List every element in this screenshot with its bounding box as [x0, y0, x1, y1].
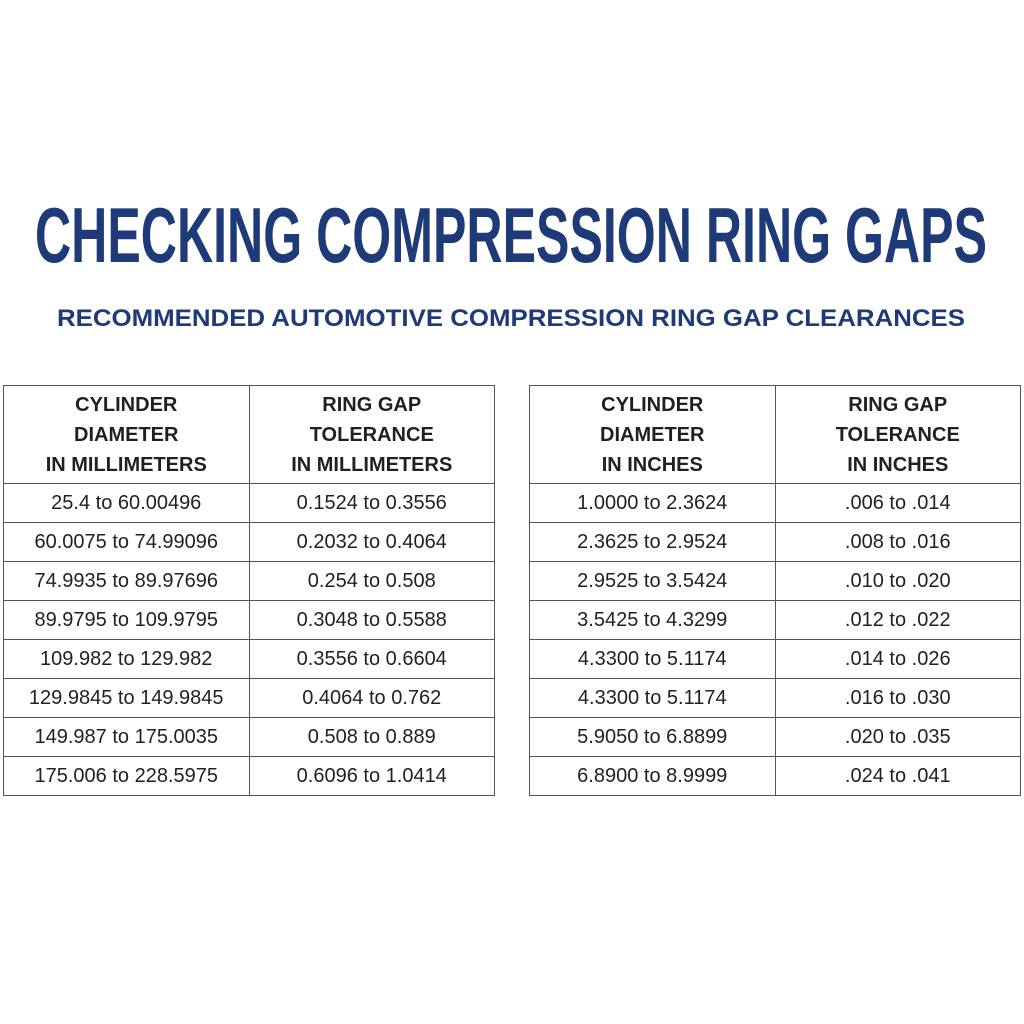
column-header-line: DIAMETER [74, 423, 179, 446]
ring-gap-cell: .010 to .020 [774, 561, 1021, 601]
ring-gap-cell: 0.4064 to 0.762 [248, 678, 495, 718]
ring-gap-cell: 0.508 to 0.889 [248, 717, 495, 757]
cylinder-diameter-cell: 25.4 to 60.00496 [3, 483, 250, 523]
table-row: 74.9935 to 89.97696 0.254 to 0.508 [3, 561, 495, 601]
cylinder-diameter-cell: 60.0075 to 74.99096 [3, 522, 250, 562]
page-subtitle: RECOMMENDED AUTOMOTIVE COMPRESSION RING … [57, 305, 965, 332]
cylinder-diameter-cell: 175.006 to 228.5975 [3, 756, 250, 796]
metric-table: CYLINDER DIAMETER IN MILLIMETERS RING GAP TO… [3, 385, 495, 796]
table-row: 149.987 to 175.0035 0.508 to 0.889 [3, 717, 495, 757]
cylinder-diameter-cell: 2.9525 to 3.5424 [529, 561, 776, 601]
cylinder-diameter-cell: 129.9845 to 149.9845 [3, 678, 250, 718]
column-header-line: CYLINDER [601, 393, 704, 416]
page-title-text: CHECKING COMPRESSION RING GAPS [35, 191, 987, 279]
table-row: 1.0000 to 2.3624.006 to .014 [529, 483, 1021, 523]
page-subtitle-text: RECOMMENDED AUTOMOTIVE COMPRESSION RING … [57, 305, 965, 332]
cylinder-diameter-cell: 2.3625 to 2.9524 [529, 522, 776, 562]
column-header-line: IN INCHES [847, 453, 949, 476]
table-row: 6.8900 to 8.9999.024 to .041 [529, 756, 1021, 796]
ring-gap-cell: .008 to .016 [774, 522, 1021, 562]
cylinder-diameter-cell: 3.5425 to 4.3299 [529, 600, 776, 640]
column-header-line: TOLERANCE [835, 423, 960, 446]
cylinder-diameter-cell: 4.3300 to 5.1174 [529, 678, 776, 718]
column-header-line: RING GAP [848, 393, 948, 416]
table-row: 5.9050 to 6.8899.020 to .035 [529, 717, 1021, 757]
column-header-line: IN MILLIMETERS [291, 453, 453, 476]
table-row: 25.4 to 60.00496 0.1524 to 0.3556 [3, 483, 495, 523]
table-row: 4.3300 to 5.1174.016 to .030 [529, 678, 1021, 718]
column-header-line: CYLINDER [75, 393, 178, 416]
column-header: RING GAP TOLERANCE IN MILLIMETERS [248, 385, 495, 484]
cylinder-diameter-cell: 6.8900 to 8.9999 [529, 756, 776, 796]
column-header-line: TOLERANCE [309, 423, 434, 446]
ring-gap-cell: 0.3556 to 0.6604 [248, 639, 495, 679]
table-row: 109.982 to 129.982 0.3556 to 0.6604 [3, 639, 495, 679]
cylinder-diameter-cell: 149.987 to 175.0035 [3, 717, 250, 757]
table-row: 3.5425 to 4.3299.012 to .022 [529, 600, 1021, 640]
cylinder-diameter-cell: 5.9050 to 6.8899 [529, 717, 776, 757]
column-header-line: DIAMETER [600, 423, 705, 446]
table-row: 2.9525 to 3.5424.010 to .020 [529, 561, 1021, 601]
column-header-line: RING GAP [322, 393, 422, 416]
table-row: 129.9845 to 149.9845 0.4064 to 0.762 [3, 678, 495, 718]
ring-gap-cell: .012 to .022 [774, 600, 1021, 640]
cylinder-diameter-cell: 1.0000 to 2.3624 [529, 483, 776, 523]
ring-gap-cell: 0.6096 to 1.0414 [248, 756, 495, 796]
ring-gap-cell: .014 to .026 [774, 639, 1021, 679]
header-row: CYLINDER DIAMETER IN MILLIMETERS RING GAP TO… [3, 385, 495, 484]
cylinder-diameter-cell: 74.9935 to 89.97696 [3, 561, 250, 601]
imperial-table: CYLINDER DIAMETER IN INCHES RING GAP TOLERAN… [529, 385, 1021, 796]
page-title: CHECKING COMPRESSION RING GAPS [35, 191, 987, 279]
column-header-line: IN INCHES [601, 453, 703, 476]
cylinder-diameter-cell: 4.3300 to 5.1174 [529, 639, 776, 679]
table-row: 89.9795 to 109.9795 0.3048 to 0.5588 [3, 600, 495, 640]
ring-gap-cell: 0.1524 to 0.3556 [248, 483, 495, 523]
table-row: 4.3300 to 5.1174.014 to .026 [529, 639, 1021, 679]
table-row: 175.006 to 228.5975 0.6096 to 1.0414 [3, 756, 495, 796]
column-header: CYLINDER DIAMETER IN MILLIMETERS [3, 385, 250, 484]
column-header-line: IN MILLIMETERS [45, 453, 207, 476]
ring-gap-cell: .024 to .041 [774, 756, 1021, 796]
column-header: RING GAP TOLERANCE IN INCHES [774, 385, 1021, 484]
cylinder-diameter-cell: 89.9795 to 109.9795 [3, 600, 250, 640]
ring-gap-cell: 0.254 to 0.508 [248, 561, 495, 601]
table-row: 2.3625 to 2.9524.008 to .016 [529, 522, 1021, 562]
column-header: CYLINDER DIAMETER IN INCHES [529, 385, 776, 484]
ring-gap-cell: .016 to .030 [774, 678, 1021, 718]
table-row: 60.0075 to 74.99096 0.2032 to 0.4064 [3, 522, 495, 562]
header-row: CYLINDER DIAMETER IN INCHES RING GAP TOLERAN… [529, 385, 1021, 484]
ring-gap-cell: .020 to .035 [774, 717, 1021, 757]
ring-gap-cell: .006 to .014 [774, 483, 1021, 523]
ring-gap-cell: 0.3048 to 0.5588 [248, 600, 495, 640]
ring-gap-cell: 0.2032 to 0.4064 [248, 522, 495, 562]
cylinder-diameter-cell: 109.982 to 129.982 [3, 639, 250, 679]
